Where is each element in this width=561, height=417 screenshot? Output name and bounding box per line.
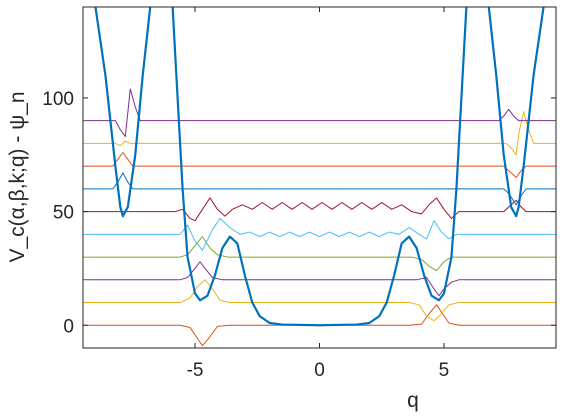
- wavefunction-line-9: [83, 88, 556, 138]
- x-tick-label: 5: [439, 360, 450, 381]
- potential-curve-segment-0: [94, 7, 152, 218]
- wavefunction-line-2: [83, 261, 556, 297]
- x-axis-label: q: [407, 389, 419, 412]
- x-tick-label: 0: [314, 360, 325, 381]
- y-axis-label: V_c(α,β,k;q) - ψ_n: [6, 91, 29, 262]
- x-tick-label: -5: [187, 360, 204, 381]
- y-tick-label: 50: [53, 203, 74, 224]
- potential-layer: [94, 7, 545, 327]
- potential-curve-segment-2: [487, 7, 545, 218]
- wavefunction-line-1: [83, 279, 556, 322]
- potential-curve-segment-1: [171, 7, 468, 327]
- y-tick-label: 100: [42, 89, 74, 110]
- wavefunction-line-6: [83, 172, 556, 206]
- wavefunction-line-7: [83, 151, 556, 178]
- wavefunction-line-3: [83, 236, 556, 272]
- wavefunction-line-5: [83, 197, 556, 222]
- wavefunction-line-8: [83, 111, 556, 156]
- wavefunction-line-4: [83, 217, 556, 251]
- plot-frame: [82, 6, 557, 349]
- y-tick-label: 0: [63, 316, 74, 337]
- series-layer: [83, 88, 556, 347]
